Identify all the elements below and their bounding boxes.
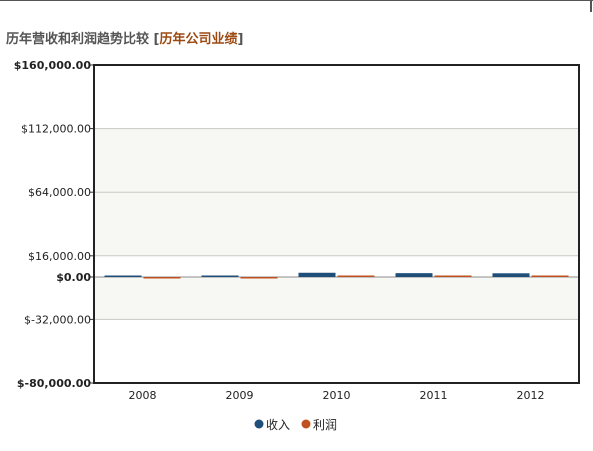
y-tick-label: $64,000.00 (28, 186, 91, 199)
bar-收入-2011[interactable] (395, 273, 433, 277)
bar-收入-2012[interactable] (492, 273, 530, 277)
y-tick-label: $-80,000.00 (17, 377, 91, 390)
bar-利润-2008[interactable] (143, 277, 181, 279)
legend-label-利润[interactable]: 利润 (313, 418, 337, 432)
bar-利润-2012[interactable] (531, 275, 569, 278)
legend-label-收入[interactable]: 收入 (266, 418, 290, 432)
bar-利润-2011[interactable] (434, 275, 472, 278)
y-tick-label: $16,000.00 (28, 250, 91, 263)
chart-title: 历年营收和利润趋势比较 (6, 32, 150, 47)
bar-利润-2009[interactable] (240, 277, 278, 279)
x-tick-label: 2008 (129, 389, 157, 402)
bar-利润-2010[interactable] (337, 275, 375, 278)
y-tick-label: $-32,000.00 (24, 313, 91, 326)
bracket-close: ] (237, 32, 244, 47)
company-performance-link[interactable]: 历年公司业绩 (159, 32, 238, 47)
shaded-band (94, 277, 579, 320)
x-tick-label: 2009 (226, 389, 254, 402)
right-border (590, 0, 592, 12)
x-tick-label: 2011 (420, 389, 448, 402)
chart-header: 历年营收和利润趋势比较 [历年公司业绩] (6, 28, 243, 47)
y-tick-label: $160,000.00 (14, 59, 92, 72)
bar-收入-2010[interactable] (298, 272, 336, 277)
y-tick-label: $112,000.00 (21, 123, 91, 136)
bar-收入-2009[interactable] (201, 275, 239, 278)
x-tick-label: 2010 (323, 389, 351, 402)
bracket-open: [ (153, 32, 160, 47)
x-tick-label: 2012 (517, 389, 545, 402)
legend-marker-利润[interactable] (301, 419, 311, 429)
plot-border (93, 64, 580, 384)
legend-marker-收入[interactable] (254, 419, 264, 429)
top-border (0, 0, 593, 1)
y-tick-label: $0.00 (56, 271, 91, 284)
bar-收入-2008[interactable] (104, 275, 142, 278)
